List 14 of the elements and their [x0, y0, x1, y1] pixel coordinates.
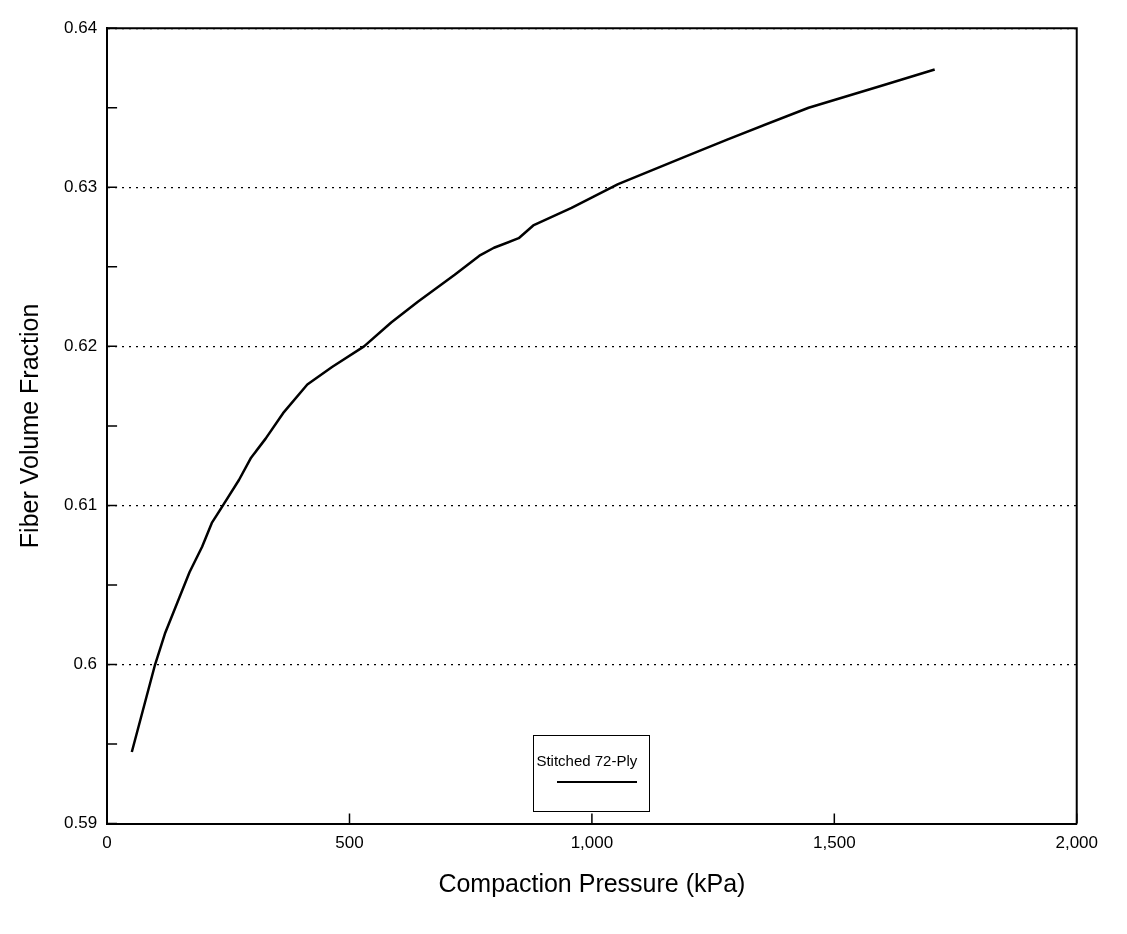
x-tick-label: 2,000 [1055, 833, 1098, 853]
y-tick-label: 0.59 [63, 813, 98, 833]
y-tick-label: 0.63 [63, 176, 98, 196]
y-tick-label: 0.61 [63, 495, 98, 515]
x-tick-label: 0 [102, 833, 112, 853]
y-tick-label: 0.64 [63, 17, 98, 37]
y-axis-title: Fiber Volume Fraction [14, 303, 43, 549]
x-axis-title: Compaction Pressure (kPa) [438, 868, 746, 897]
y-tick-label: 0.6 [73, 654, 98, 674]
y-tick-label: 0.62 [63, 336, 98, 356]
text: Stitched 72-Ply [536, 751, 638, 769]
x-tick-label: 500 [335, 833, 364, 853]
x-tick-label: 1,000 [570, 833, 614, 853]
x-tick-label: 1,500 [813, 833, 856, 853]
